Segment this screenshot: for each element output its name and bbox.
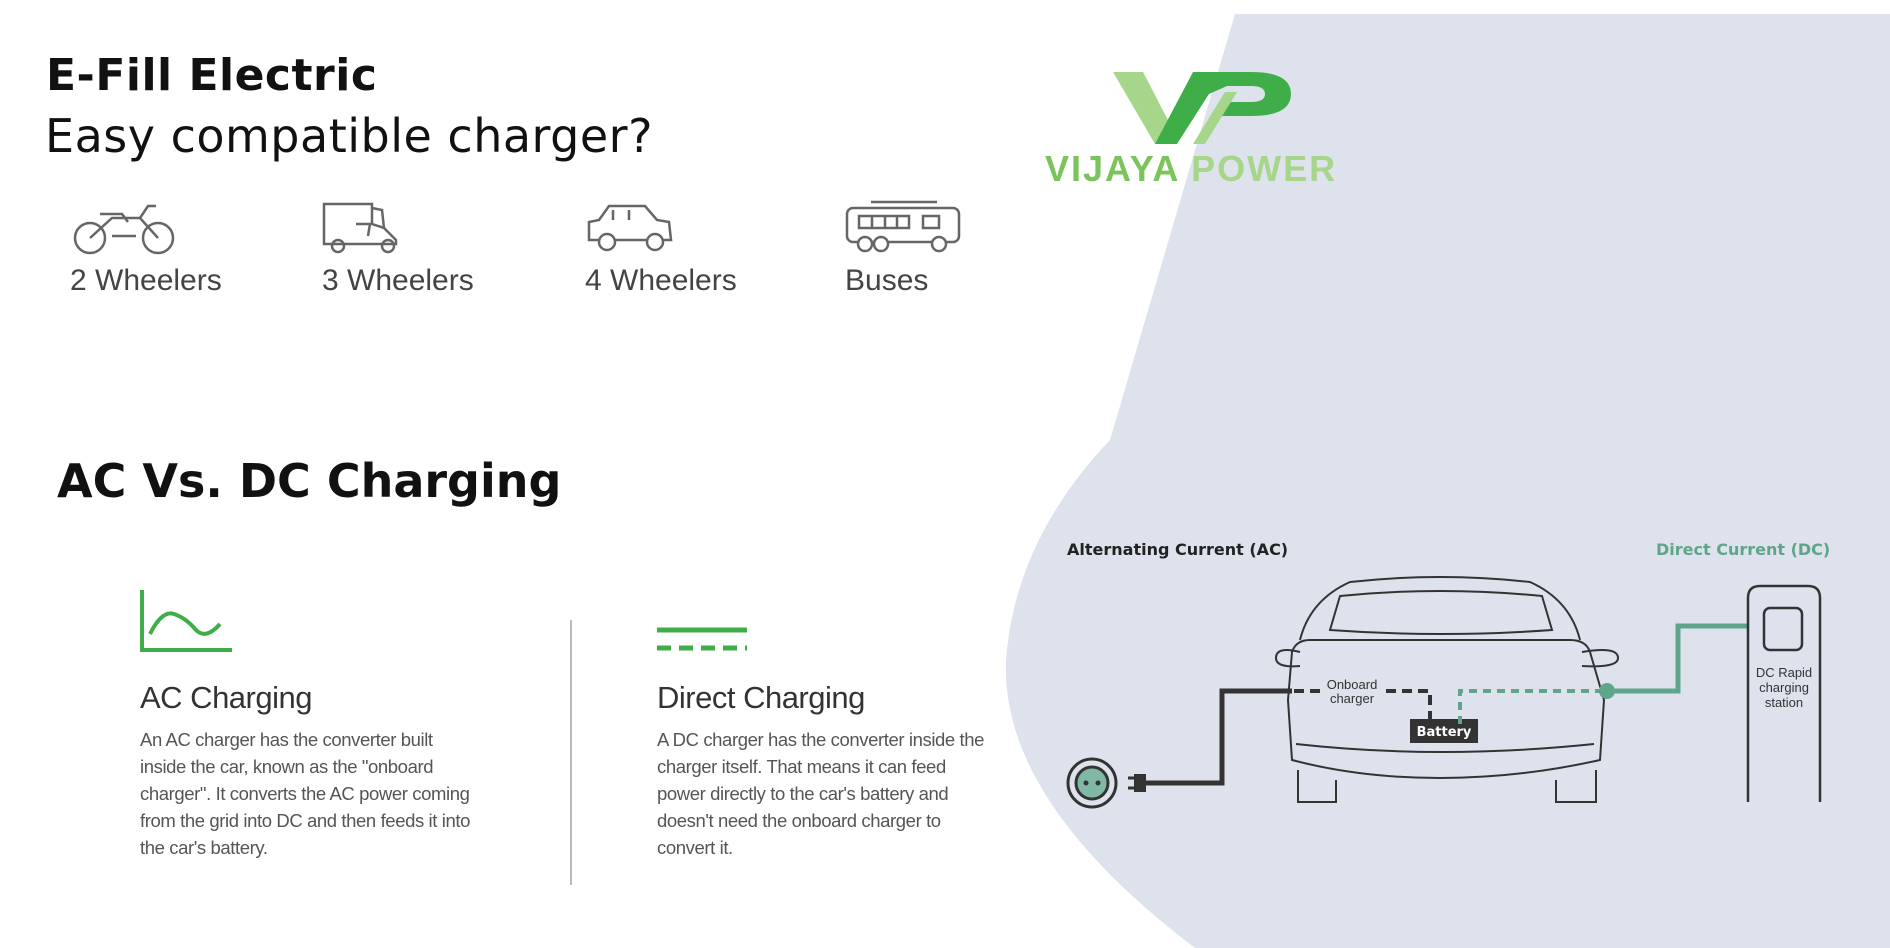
station-label-3: station [1765, 695, 1803, 710]
bus-icon [845, 200, 961, 253]
dc-charging-station-icon [1746, 584, 1822, 802]
ac-line: the car's battery. [140, 837, 268, 858]
logo-wordmark: VIJAYA POWER [1045, 148, 1337, 190]
dc-line: power directly to the car's battery and [657, 783, 949, 804]
plug-icon [1128, 774, 1146, 792]
vehicle-item-3-wheelers: 3 Wheelers [322, 200, 522, 298]
dc-line: charger itself. That means it can feed [657, 756, 946, 777]
dc-line: A DC charger has the converter inside th… [657, 729, 985, 750]
direct-charging-card: Direct Charging A DC charger has the con… [657, 680, 1037, 861]
direct-charging-text: A DC charger has the converter inside th… [657, 726, 1037, 861]
dc-line: convert it. [657, 837, 733, 858]
onboard-charger-label-1: Onboard [1327, 677, 1378, 692]
vehicle-label: Buses [845, 264, 929, 297]
direct-charging-heading: Direct Charging [657, 680, 865, 715]
vehicle-label: 4 Wheelers [585, 264, 737, 297]
ac-line: inside the car, known as the "onboard [140, 756, 434, 777]
page-title: E-Fill Electric [46, 50, 378, 101]
vehicle-item-4-wheelers: 4 Wheelers [585, 200, 785, 298]
ac-line: charger". It converts the AC power comin… [140, 783, 470, 804]
battery-box [1410, 719, 1478, 743]
car-icon [587, 204, 673, 252]
ac-charging-card: AC Charging An AC charger has the conver… [140, 680, 520, 861]
card-divider [570, 620, 572, 885]
ac-label: Alternating Current (AC) [1067, 540, 1289, 559]
section-title-bold: AC Vs. DC [57, 454, 311, 508]
ac-cable [1146, 688, 1292, 786]
dc-dashed-line [1458, 689, 1606, 724]
ac-wave-icon [140, 590, 232, 652]
ac-dashed-line [1294, 689, 1432, 724]
ac-line: from the grid into DC and then feeds it … [140, 810, 470, 831]
vijaya-power-logo [1113, 72, 1291, 144]
wall-socket-icon [1066, 757, 1118, 809]
dc-lines-icon [657, 627, 747, 651]
auto-rickshaw-icon [322, 202, 398, 254]
car-front-illustration [1274, 576, 1620, 803]
vehicle-label: 2 Wheelers [70, 264, 222, 297]
motorcycle-icon [73, 204, 175, 255]
vehicle-item-buses: Buses [845, 200, 1045, 298]
onboard-charger-label-2: charger [1330, 691, 1375, 706]
ac-line: An AC charger has the converter built [140, 729, 433, 750]
station-label-2: charging [1759, 680, 1809, 695]
dc-cable [1612, 623, 1748, 694]
dc-label: Direct Current (DC) [1656, 540, 1831, 559]
section-title-rest: Charging [326, 454, 562, 508]
logo-word-power: POWER [1191, 148, 1338, 189]
station-label-1: DC Rapid [1756, 665, 1812, 680]
vehicle-label: 3 Wheelers [322, 264, 474, 297]
battery-label: Battery [1417, 725, 1472, 740]
dc-line: doesn't need the onboard charger to [657, 810, 941, 831]
dc-inlet-dot [1599, 683, 1615, 699]
logo-word-vijaya: VIJAYA [1045, 148, 1180, 189]
ac-charging-heading: AC Charging [140, 680, 312, 715]
page-subtitle: Easy compatible charger? [45, 109, 653, 163]
vehicle-item-2-wheelers: 2 Wheelers [70, 200, 270, 298]
ac-charging-text: An AC charger has the converter built in… [140, 726, 520, 861]
section-title: AC Vs. DC Charging [57, 454, 561, 508]
